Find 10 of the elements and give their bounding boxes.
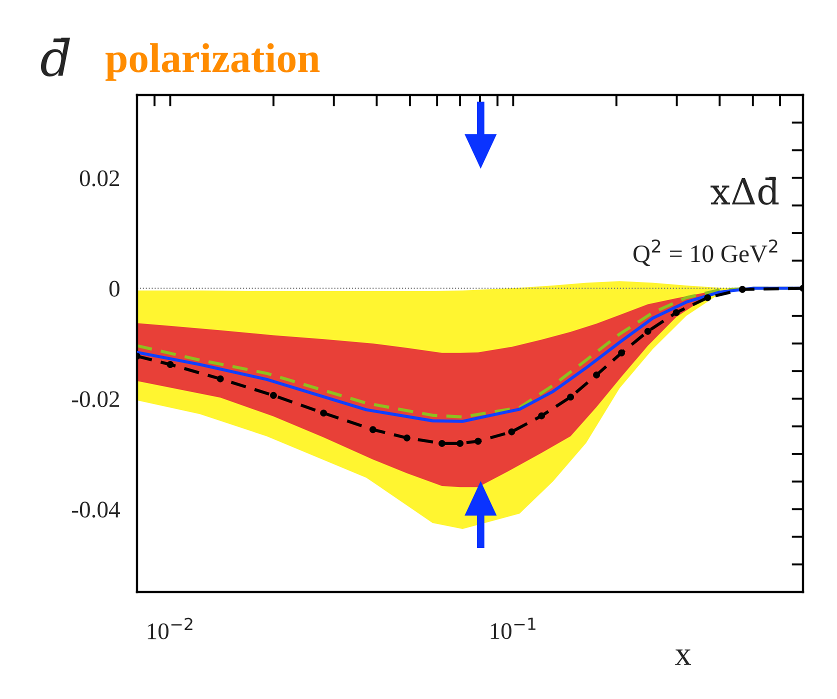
- y-tick-label: 0.02: [80, 170, 120, 186]
- y-tick-label: -0.04: [72, 502, 120, 518]
- annotation: xΔd̄: [710, 176, 779, 205]
- x-tick-label: 10$^{−1}$: [490, 618, 536, 640]
- x-tick-label: 10$^{−2}$: [148, 618, 192, 640]
- y-tick-label: -0.02: [72, 391, 120, 408]
- x-axis-title: x: [675, 650, 692, 665]
- y-tick-label: 0: [109, 280, 120, 297]
- chart-title: d̄ polarization: [40, 38, 320, 81]
- annotation: Q$^{2}$ = 10 GeV$^{2}$: [633, 239, 778, 266]
